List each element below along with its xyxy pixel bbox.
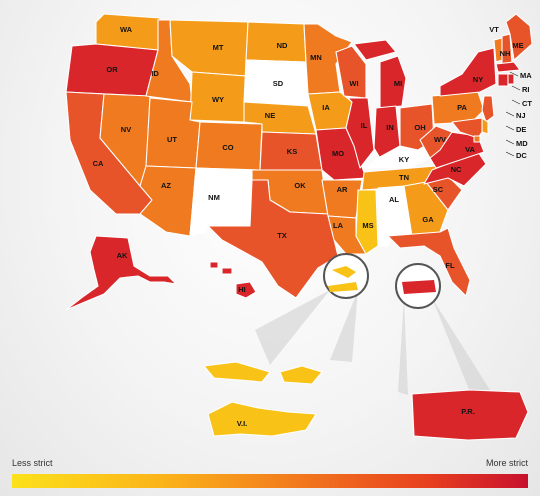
label-ar: AR: [337, 185, 348, 194]
label-pa: PA: [457, 103, 467, 112]
label-mn: MN: [310, 53, 322, 62]
label-nv: NV: [121, 125, 131, 134]
state-ga[interactable]: [403, 181, 449, 237]
label-ma: MA: [520, 71, 532, 80]
label-wv: WV: [434, 135, 446, 144]
label-nc: NC: [451, 165, 462, 174]
label-co: CO: [222, 143, 233, 152]
label-ia: IA: [322, 103, 330, 112]
state-dc[interactable]: [473, 135, 481, 143]
territory-pr[interactable]: [411, 389, 529, 441]
leader-ma: [509, 71, 519, 77]
inset-pr-small: [395, 263, 441, 309]
us-strictness-map: WA OR CA NV ID MT WY UT AZ CO NM ND SD NE KS OK TX MN IA MO…: [65, 13, 533, 441]
leader-de: [505, 125, 515, 131]
label-dc: DC: [516, 151, 527, 160]
label-wa: WA: [120, 25, 133, 34]
territory-vi[interactable]: [203, 361, 323, 437]
label-ne: NE: [265, 111, 275, 120]
callout-wedges: [255, 290, 490, 395]
label-wi: WI: [349, 79, 358, 88]
label-la: LA: [333, 221, 344, 230]
legend-gradient-bar: [12, 474, 528, 488]
state-wv[interactable]: [419, 125, 453, 159]
label-ok: OK: [294, 181, 306, 190]
label-nh: NH: [500, 49, 511, 58]
state-ms[interactable]: [355, 189, 379, 255]
label-il: IL: [361, 121, 368, 130]
leader-ct: [511, 99, 521, 105]
label-nm: NM: [208, 193, 220, 202]
label-pr: P.R.: [461, 407, 475, 416]
inset-vi-small: [323, 253, 369, 299]
label-vi: V.I.: [237, 419, 248, 428]
state-ct[interactable]: [497, 73, 509, 87]
state-tx[interactable]: [207, 179, 339, 299]
state-ak[interactable]: [65, 235, 177, 311]
label-oh: OH: [414, 123, 425, 132]
label-ca: CA: [93, 159, 104, 168]
label-or: OR: [106, 65, 118, 74]
label-ky: KY: [399, 155, 409, 164]
label-sc: SC: [433, 185, 444, 194]
label-in: IN: [386, 123, 394, 132]
label-al: AL: [389, 195, 399, 204]
label-ks: KS: [287, 147, 297, 156]
leader-ri: [511, 85, 521, 91]
label-mt: MT: [213, 43, 224, 52]
state-ia[interactable]: [307, 91, 353, 131]
state-nj[interactable]: [481, 95, 495, 123]
state-mn[interactable]: [303, 23, 353, 95]
label-me: ME: [512, 41, 523, 50]
leader-md: [505, 139, 515, 145]
state-mi[interactable]: [379, 55, 407, 109]
label-tx: TX: [277, 231, 287, 240]
label-ct: CT: [522, 99, 532, 108]
leader-nj: [505, 111, 515, 117]
state-ma[interactable]: [495, 61, 521, 73]
state-mt[interactable]: [169, 19, 249, 77]
label-id: ID: [151, 69, 159, 78]
label-sd: SD: [273, 79, 284, 88]
label-ms: MS: [362, 221, 373, 230]
legend-low-label: Less strict: [12, 458, 53, 468]
legend: Less strict More strict: [12, 458, 528, 492]
label-az: AZ: [161, 181, 171, 190]
state-ny[interactable]: [439, 47, 497, 97]
label-ri: RI: [522, 85, 530, 94]
legend-high-label: More strict: [485, 458, 528, 468]
label-ak: AK: [117, 251, 128, 260]
state-hi[interactable]: [209, 261, 257, 299]
label-md: MD: [516, 139, 528, 148]
state-il[interactable]: [345, 97, 375, 169]
label-wy: WY: [212, 95, 224, 104]
label-vt: VT: [489, 25, 499, 34]
label-va: VA: [465, 145, 475, 154]
label-fl: FL: [445, 261, 455, 270]
label-ga: GA: [422, 215, 434, 224]
state-ri[interactable]: [507, 73, 515, 85]
state-fl[interactable]: [387, 227, 471, 297]
state-labels: WA OR CA NV ID MT WY UT AZ CO NM ND SD NE KS OK TX MN IA MO…: [93, 25, 533, 428]
state-md[interactable]: [451, 117, 483, 139]
label-tn: TN: [399, 173, 409, 182]
state-mi-upper[interactable]: [353, 39, 397, 61]
label-hi: HI: [238, 285, 246, 294]
leader-dc: [505, 151, 515, 157]
state-wi[interactable]: [335, 45, 367, 99]
label-mo: MO: [332, 149, 344, 158]
label-nj: NJ: [516, 111, 526, 120]
label-ut: UT: [167, 135, 177, 144]
label-ny: NY: [473, 75, 483, 84]
label-mi: MI: [394, 79, 402, 88]
label-nd: ND: [277, 41, 288, 50]
state-me[interactable]: [505, 13, 533, 61]
label-de: DE: [516, 125, 526, 134]
